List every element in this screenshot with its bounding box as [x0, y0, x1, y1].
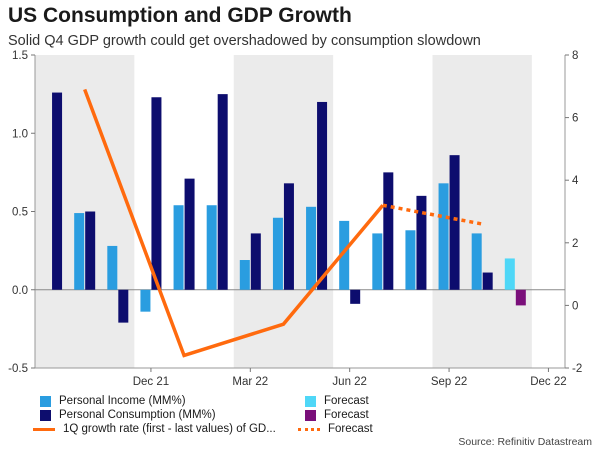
- right-tick-label: 8: [572, 50, 578, 62]
- legend-item-consumption: Personal Consumption (MM%): [40, 408, 216, 422]
- legend-item-gdp: 1Q growth rate (first - last values) of …: [33, 422, 276, 436]
- income-bar: [206, 205, 217, 290]
- consumption-bar: [184, 178, 195, 290]
- shaded-band-2: [432, 55, 532, 368]
- income-bar: [339, 220, 350, 290]
- left-tick-label: 0.5: [12, 207, 28, 219]
- x-tick-label: Jun 22: [332, 376, 367, 388]
- consumption-forecast-bar: [515, 289, 526, 306]
- legend-label-income-forecast: Forecast: [324, 395, 369, 407]
- legend-swatch-gdp-forecast: [298, 427, 320, 431]
- x-tick-label: Dec 22: [530, 376, 566, 388]
- shaded-band-1: [233, 55, 334, 368]
- left-tick-label: 1.0: [12, 128, 28, 140]
- legend-item-income: Personal Income (MM%): [40, 394, 186, 408]
- consumption-bar: [118, 289, 129, 323]
- chart-canvas: 1.5 1.0 0.5 0.0 -0.5 8 6 4 2 0 -2 Dec 21 Mar 22 Jun 2…: [8, 50, 582, 388]
- legend-label-income: Personal Income (MM%): [59, 395, 186, 407]
- income-bar: [140, 289, 151, 312]
- legend-swatch-income-forecast: [305, 395, 316, 407]
- consumption-bar: [217, 94, 228, 290]
- right-tick-label: 6: [572, 113, 578, 125]
- income-bar: [471, 233, 482, 290]
- legend-label-consumption: Personal Consumption (MM%): [59, 409, 216, 421]
- left-tick-label: 1.5: [12, 50, 28, 62]
- chart-title: US Consumption and GDP Growth: [8, 4, 352, 27]
- income-bar: [306, 206, 317, 290]
- consumption-bar: [250, 233, 261, 290]
- legend-item-consumption-forecast: Forecast: [305, 408, 369, 422]
- income-bar: [74, 213, 85, 290]
- legend-swatch-income: [40, 395, 51, 407]
- legend-label-gdp-forecast: Forecast: [328, 423, 373, 435]
- consumption-bar: [350, 289, 361, 304]
- consumption-bar: [85, 211, 96, 290]
- shaded-bands: [35, 55, 532, 368]
- income-bar: [173, 205, 184, 290]
- source-note: Source: Refinitiv Datastream: [458, 436, 592, 448]
- legend-item-income-forecast: Forecast: [305, 394, 369, 408]
- gdp-forecast-line: [382, 203, 483, 226]
- income-bar: [107, 245, 118, 290]
- consumption-bar: [52, 92, 63, 290]
- income-bar: [372, 233, 383, 290]
- x-tick-label: Sep 22: [431, 376, 467, 388]
- legend-label-gdp: 1Q growth rate (first - last values) of …: [63, 423, 276, 435]
- legend-swatch-consumption-forecast: [305, 409, 316, 421]
- consumption-bar: [482, 272, 493, 290]
- income-forecast-bar: [504, 258, 515, 290]
- shaded-band-0: [35, 55, 135, 368]
- consumption-bar: [383, 172, 394, 290]
- left-tick-label: -0.5: [8, 363, 28, 375]
- right-tick-label: 2: [572, 238, 578, 250]
- legend-item-gdp-forecast: Forecast: [298, 422, 373, 436]
- income-bar: [405, 230, 416, 290]
- right-tick-label: 0: [572, 300, 578, 312]
- income-bar: [239, 260, 250, 290]
- bar-series: [52, 92, 526, 323]
- legend-swatch-consumption: [40, 409, 51, 421]
- consumption-bar: [283, 183, 294, 290]
- x-tick-label: Dec 21: [133, 376, 169, 388]
- left-tick-label: 0.0: [12, 285, 28, 297]
- x-tick-label: Mar 22: [232, 376, 268, 388]
- consumption-bar: [416, 195, 427, 290]
- legend-label-consumption-forecast: Forecast: [324, 409, 369, 421]
- right-tick-label: 4: [572, 175, 579, 187]
- chart-subtitle: Solid Q4 GDP growth could get overshadow…: [8, 33, 481, 49]
- income-bar: [272, 217, 283, 290]
- line-series: [83, 88, 483, 358]
- legend-swatch-gdp: [33, 427, 55, 431]
- axis-ticks: 1.5 1.0 0.5 0.0 -0.5 8 6 4 2 0 -2 Dec 21 Mar 22 Jun 2…: [8, 50, 582, 388]
- gdp-growth-line: [83, 88, 385, 358]
- consumption-bar: [151, 97, 162, 290]
- right-tick-label: -2: [572, 363, 582, 375]
- consumption-bar: [449, 155, 460, 290]
- consumption-bar: [317, 101, 328, 290]
- income-bar: [438, 183, 449, 290]
